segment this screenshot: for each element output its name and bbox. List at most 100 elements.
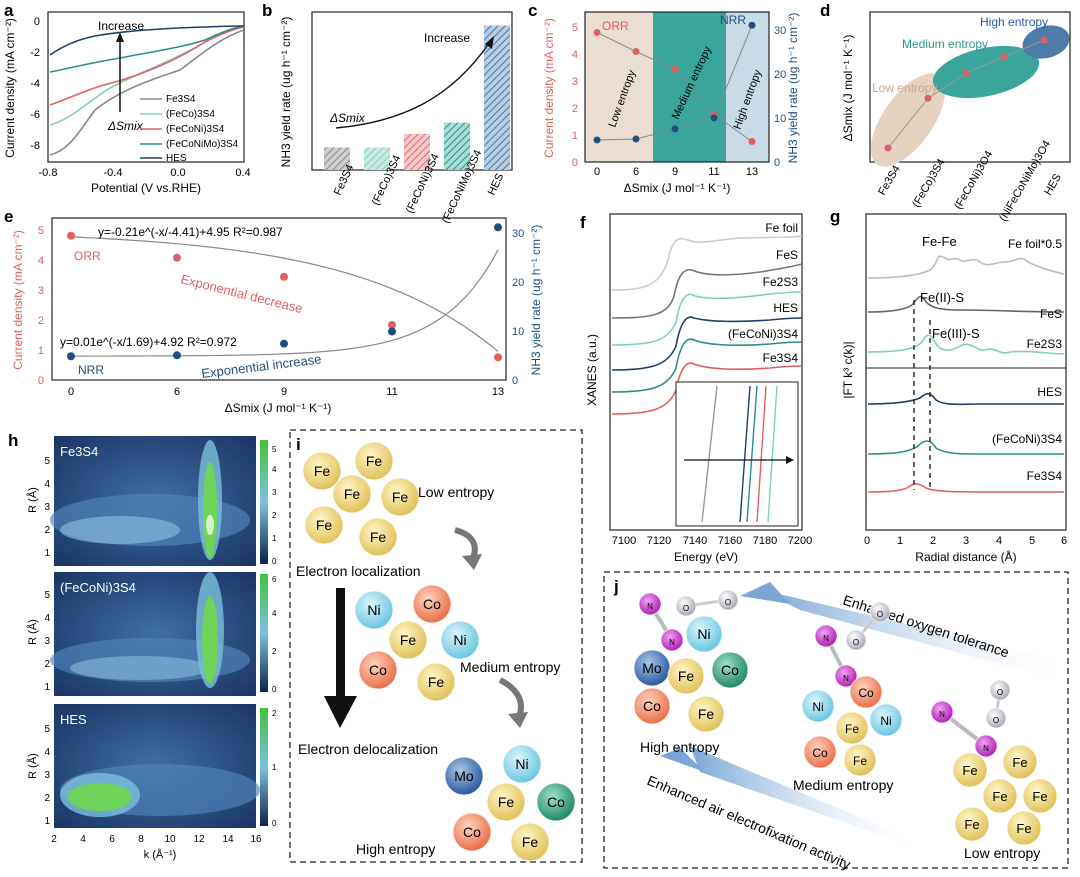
atom-o-label: O — [877, 610, 883, 619]
j-atom-high: Co — [711, 651, 749, 689]
peak-fe2s: Fe(II)-S — [920, 290, 964, 305]
atom-low-sphere — [304, 505, 344, 545]
ytick: -4 — [30, 78, 40, 90]
atom-n-sphere — [814, 624, 838, 648]
cbar-tick: 2 — [272, 511, 277, 520]
point-NRR — [280, 339, 288, 348]
ytick: -6 — [30, 109, 40, 121]
ytick: 3 — [572, 76, 578, 88]
ft-label: Fe3S4 — [1027, 469, 1063, 483]
xtick: 0 — [594, 166, 600, 178]
panel-j: j Enhanced oxygen tolerance Enhanced air… — [603, 571, 1069, 873]
ytick: 10 — [512, 326, 524, 338]
panel-h-colorbar-ticks: 0 1 2 3 4 5 0 2 4 6 0 1 2 — [272, 445, 277, 828]
cluster-high-entropy: Mo Ni Fe Co Co Fe — [444, 744, 576, 862]
j-atom-high-sphere — [687, 695, 725, 733]
panel-a-frame — [47, 11, 245, 163]
atom-medium: Co — [358, 650, 398, 690]
j-atom-medium: Ni — [869, 703, 903, 737]
j-atom-high-label: Ni — [697, 626, 710, 642]
j-atom-low-label: Fe — [1032, 789, 1047, 804]
ytick: 3 — [44, 770, 50, 781]
panel-h-ylabel: R (Å) — [26, 487, 39, 513]
arrow-air-activity — [690, 746, 918, 848]
ytick: 1 — [44, 682, 50, 693]
point-ORR — [67, 231, 75, 240]
panel-c-orr: ORR — [602, 19, 629, 33]
legend-label: (FeCoNiMo)3S4 — [166, 139, 239, 150]
panel-g-frame — [865, 213, 1067, 531]
atom-n-label: N — [669, 638, 675, 647]
xtick: 11 — [386, 386, 397, 398]
xtick: 7140 — [683, 535, 707, 547]
peak-fe3s: Fe(III)-S — [932, 326, 980, 341]
inset-line — [739, 385, 751, 523]
panel-b-smix: ΔSmix — [329, 111, 366, 125]
ytick: 0 — [774, 157, 780, 169]
ytick: 5 — [572, 22, 578, 34]
panel-e: e y=-0.21e^(-x/-4.41)+4.95 R²=0.987 y=0.… — [4, 207, 543, 415]
ytick: 3 — [44, 502, 50, 513]
atom-o: O — [869, 601, 891, 623]
atom-o-label: O — [993, 716, 999, 725]
ytick: 2 — [44, 793, 50, 804]
j-cluster-low: N N O O Fe Fe Fe Fe Fe Fe — [930, 679, 1058, 846]
panel-a-legend: Fe3S4 (FeCo)3S4 (FeCoNi)3S4 (FeCoNiMo)3S… — [140, 94, 239, 164]
xtick: 2 — [51, 834, 57, 845]
cbar-tick: 1 — [272, 534, 277, 543]
legend-label: (FeCoNi)3S4 — [166, 124, 225, 135]
panel-f: f Fe foil FeS Fe2S3 HES (FeCoNi)3S4 Fe3S… — [580, 213, 812, 564]
wt-colorbar — [260, 440, 268, 564]
atom-o: O — [985, 707, 1007, 729]
ytick: 5 — [44, 456, 50, 467]
xtick: 4 — [996, 535, 1002, 547]
atom-low-sphere — [332, 474, 372, 514]
panel-f-xticks: 7100 7120 7140 7160 7180 7200 — [612, 535, 812, 547]
cbar-tick: 1 — [272, 763, 277, 772]
atom-high-label: Co — [463, 824, 481, 840]
atom-high-label: Fe — [522, 834, 539, 850]
ytick: 1 — [572, 130, 578, 142]
panel-g-xlabel: Radial distance (Å) — [915, 549, 1016, 564]
panel-e-eq-orr: y=-0.21e^(-x/-4.41)+4.95 R²=0.987 — [98, 225, 283, 239]
xanes-fe2s3 — [611, 291, 803, 346]
panel-d-frame — [869, 11, 1071, 163]
j-atom-medium-label: Fe — [845, 722, 859, 736]
xanes-label: (FeCoNi)3S4 — [728, 327, 798, 341]
atom-medium-sphere — [354, 590, 394, 630]
ytick: 2 — [572, 103, 578, 115]
atom-high-sphere — [486, 782, 526, 822]
cbar-tick: 4 — [272, 465, 277, 474]
xtick: -0.4 — [104, 167, 123, 179]
panel-h-xticks: 2 4 6 8 10 12 14 16 — [51, 834, 262, 845]
panel-e-yticks-left: 0 1 2 3 4 5 — [38, 225, 44, 387]
atom-o-label: O — [683, 604, 689, 613]
ytick: 4 — [44, 747, 50, 758]
atom-high-label: Fe — [498, 794, 515, 810]
ytick: 0 — [512, 375, 518, 387]
region-medium — [653, 12, 726, 162]
label-j-medium-entropy: Medium entropy — [793, 777, 893, 793]
atom-n-sphere — [660, 628, 684, 652]
xtick: 7120 — [647, 535, 671, 547]
atom-medium-sphere — [416, 662, 456, 702]
atom-low-sphere — [358, 517, 398, 557]
point-NRR — [748, 21, 756, 29]
panel-a-xticks: -0.8 -0.4 0.0 0.4 — [39, 167, 251, 179]
j-atom-low-sphere — [952, 752, 988, 788]
delocalization-arrow — [336, 588, 345, 698]
ft-fe3s4 — [867, 483, 1064, 493]
wt-colorbar — [260, 708, 268, 826]
panel-a-increase: Increase — [98, 19, 144, 33]
xanes-feconi — [611, 338, 803, 393]
xtick: HES — [486, 172, 506, 198]
legend-label: HES — [166, 153, 187, 164]
panel-g-letter: g — [830, 207, 840, 226]
panel-i-frame — [289, 429, 583, 863]
atom-high-label: Mo — [454, 768, 474, 784]
atom-medium-sphere — [358, 650, 398, 690]
atom-medium-sphere — [440, 620, 480, 660]
panel-d-high: High entropy — [980, 15, 1048, 29]
panel-h-xlabel: k (Å⁻¹) — [144, 848, 177, 861]
